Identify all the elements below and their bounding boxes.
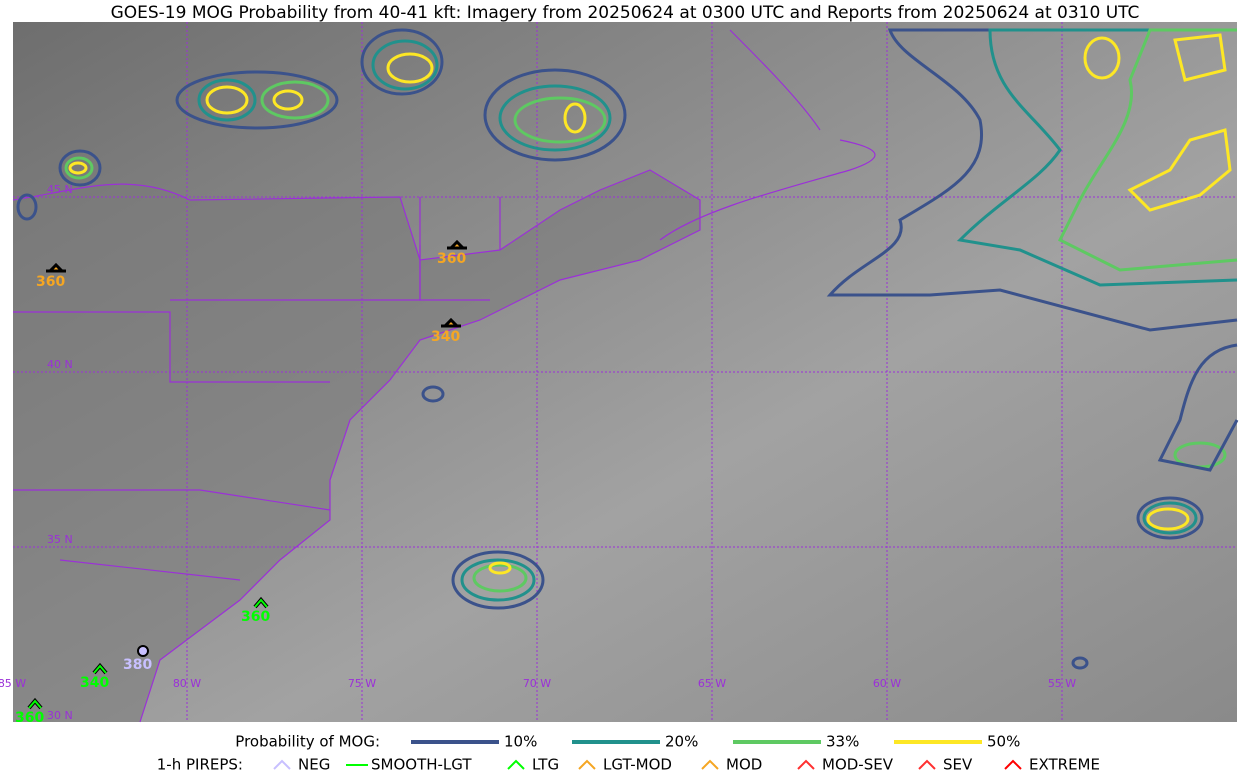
pirep-altitude: 340 — [80, 675, 109, 691]
pirep-altitude: 360 — [36, 274, 65, 290]
lat-label: 35 N — [47, 533, 73, 546]
pirep-marker — [254, 598, 268, 608]
legend-label: MOD-SEV — [822, 756, 894, 774]
graticule — [13, 22, 1237, 722]
lon-label: 85 W — [0, 677, 26, 690]
legend-label: SEV — [943, 756, 973, 774]
pirep-altitude: 360 — [241, 609, 270, 625]
legend-swatch — [273, 759, 291, 770]
mog-contours — [16, 28, 1239, 670]
lat-label: 40 N — [47, 358, 73, 371]
pirep-altitude: 360 — [15, 710, 44, 726]
lon-label: 70 W — [523, 677, 551, 690]
legend-label: EXTREME — [1029, 756, 1100, 774]
pirep-marker — [28, 699, 42, 709]
legend-swatch — [797, 759, 815, 770]
lon-label: 80 W — [173, 677, 201, 690]
legend: Probability of MOG: 1-h PIREPS: 10% 20% 33… — [157, 733, 1100, 774]
legend-swatch — [507, 759, 525, 770]
lon-label: 60 W — [873, 677, 901, 690]
legend-swatch — [701, 759, 719, 770]
legend-swatch — [918, 759, 936, 770]
pirep-marker — [93, 664, 107, 674]
legend-label: LGT-MOD — [603, 756, 672, 774]
pirep-marker — [137, 645, 149, 657]
pireps: 360 360 340 360 340 380 360 — [15, 239, 467, 726]
pirep-altitude: 380 — [123, 657, 152, 673]
legend-label: LTG — [532, 756, 559, 774]
legend-swatch — [1004, 759, 1022, 770]
map: 45 N 40 N 35 N 30 N 85 W 80 W 75 W 70 W 65 W 60 … — [0, 22, 1239, 726]
legend-label: 10% — [504, 733, 537, 751]
lon-label: 65 W — [698, 677, 726, 690]
lon-label: 75 W — [348, 677, 376, 690]
legend-title: Probability of MOG: — [235, 733, 380, 751]
lat-label: 45 N — [47, 183, 73, 196]
legend-label: 33% — [826, 733, 859, 751]
pirep-marker — [447, 239, 467, 250]
pirep-marker — [441, 317, 461, 328]
legend-label: 20% — [665, 733, 698, 751]
legend-label: MOD — [726, 756, 762, 774]
legend-title: 1-h PIREPS: — [157, 756, 243, 774]
legend-label: 50% — [987, 733, 1020, 751]
pirep-altitude: 360 — [437, 251, 466, 267]
lat-label: 30 N — [47, 709, 73, 722]
borders — [12, 29, 876, 723]
pirep-marker — [46, 262, 66, 273]
pirep-altitude: 340 — [431, 329, 460, 345]
legend-label: NEG — [298, 756, 330, 774]
lat-labels: 45 N 40 N 35 N 30 N — [47, 183, 73, 722]
title: GOES-19 MOG Probability from 40-41 kft: … — [111, 3, 1140, 23]
lon-label: 55 W — [1048, 677, 1076, 690]
lon-labels: 85 W 80 W 75 W 70 W 65 W 60 W 55 W — [0, 677, 1076, 690]
legend-label: SMOOTH-LGT — [371, 756, 472, 774]
land — [13, 170, 700, 722]
legend-swatch — [578, 759, 596, 770]
